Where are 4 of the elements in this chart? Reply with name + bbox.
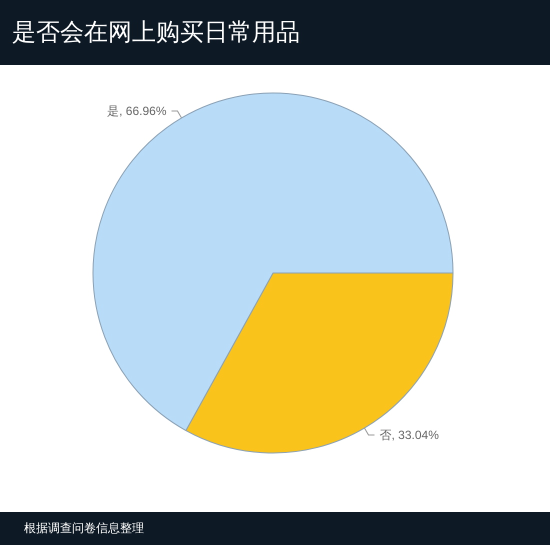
slice-label: 是, 66.96% (107, 104, 167, 118)
chart-title: 是否会在网上购买日常用品 (12, 17, 300, 48)
slice-label: 否, 33.04% (379, 428, 440, 442)
text: 根据调查问卷信息整理 (24, 520, 144, 537)
